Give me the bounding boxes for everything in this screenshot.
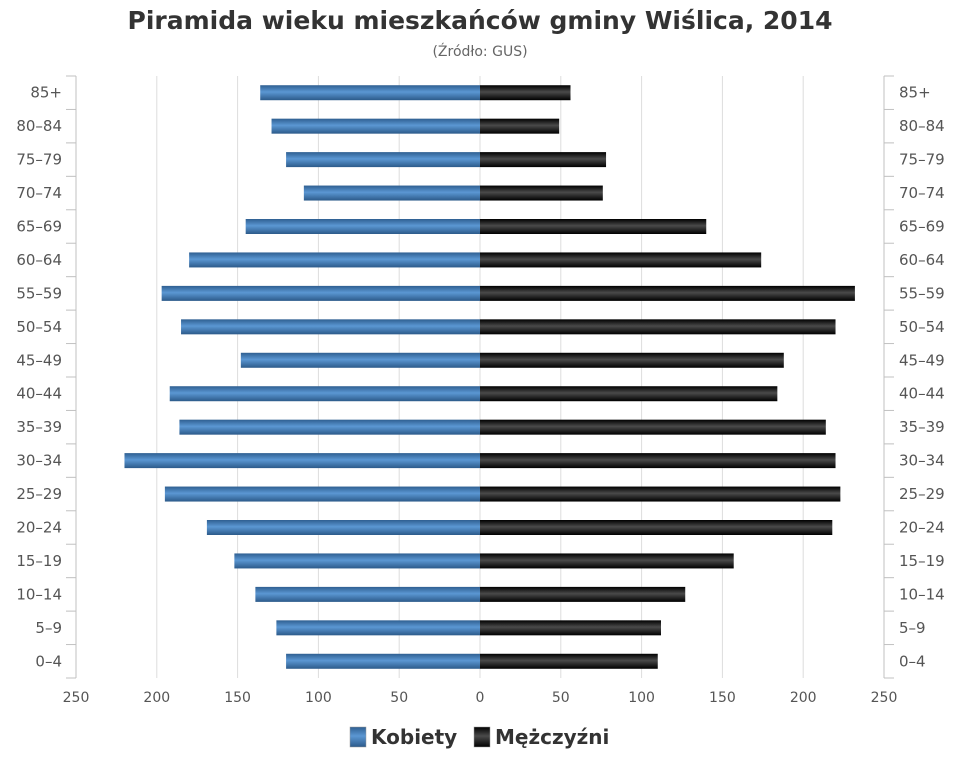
legend-item-mezczyzni[interactable]: Mężczyźni [473,725,609,749]
category-label-right: 40–44 [899,385,945,403]
bars [124,85,855,669]
category-label-left: 20–24 [16,519,62,537]
bar-mezczyzni [480,85,571,101]
category-label-left: 55–59 [16,284,62,302]
category-label-left: 15–19 [16,552,62,570]
category-label-right: 10–14 [899,585,945,603]
category-label-right: 85+ [899,84,931,102]
x-tick-label: 200 [143,690,170,706]
legend-swatch [473,726,491,748]
bar-mezczyzni [480,453,836,469]
bar-kobiety [240,352,480,368]
x-tick-label: 250 [871,690,898,706]
category-label-left: 45–49 [16,351,62,369]
bar-kobiety [179,419,480,435]
category-labels: 85+ 85+ 80–84 80–84 75–79 75–79 70–74 70–74 65–6… [16,84,944,671]
category-label-left: 60–64 [16,251,62,269]
bar-mezczyzni [480,486,841,502]
bar-kobiety [234,553,480,569]
bar-kobiety [161,285,480,301]
category-label-right: 50–54 [899,318,945,336]
bar-mezczyzni [480,586,686,602]
axes [66,75,894,679]
bar-mezczyzni [480,352,784,368]
category-label-left: 50–54 [16,318,62,336]
category-label-right: 20–24 [899,519,945,537]
category-label-right: 55–59 [899,284,945,302]
category-label-left: 5–9 [35,619,62,637]
bar-kobiety [181,319,481,335]
x-tick-label: 250 [63,690,90,706]
bar-kobiety [124,453,480,469]
chart-subtitle: (Źródło: GUS) [432,44,528,60]
bar-mezczyzni [480,118,560,134]
category-label-left: 35–39 [16,418,62,436]
bar-mezczyzni [480,419,826,435]
bar-kobiety [245,219,480,234]
category-label-right: 60–64 [899,251,945,269]
category-label-right: 80–84 [899,117,945,135]
bar-mezczyzni [480,386,778,402]
category-label-left: 25–29 [16,485,62,503]
legend[interactable]: Kobiety Mężczyźni [349,725,609,749]
bar-kobiety [206,520,480,535]
x-tick-label: 200 [790,690,817,706]
gridlines [156,76,804,678]
bar-mezczyzni [480,653,658,669]
bar-kobiety [189,252,480,268]
bar-mezczyzni [480,252,762,268]
category-label-right: 75–79 [899,151,945,169]
bar-mezczyzni [480,219,707,234]
category-label-left: 70–74 [16,184,62,202]
bar-kobiety [286,152,480,168]
category-label-right: 45–49 [899,351,945,369]
bar-mezczyzni [480,285,855,301]
category-label-left: 85+ [30,84,62,102]
x-tick-label: 150 [709,690,736,706]
bar-mezczyzni [480,319,836,335]
category-label-left: 40–44 [16,385,62,403]
x-tick-label: 50 [552,690,570,706]
x-tick-labels: 250 200 150 100 50 0 50 100 150 200 250 [63,690,898,706]
bar-kobiety [303,185,480,201]
legend-item-kobiety[interactable]: Kobiety [349,725,457,749]
category-label-right: 15–19 [899,552,945,570]
category-label-left: 75–79 [16,151,62,169]
category-label-left: 30–34 [16,452,62,470]
category-label-right: 30–34 [899,452,945,470]
bar-mezczyzni [480,553,734,569]
bar-mezczyzni [480,520,833,535]
category-label-left: 65–69 [16,218,62,236]
legend-swatch [349,726,367,748]
category-label-right: 0–4 [899,652,926,670]
bar-kobiety [286,653,480,669]
x-tick-label: 0 [476,690,485,706]
legend-label: Kobiety [371,725,457,749]
x-tick-label: 100 [305,690,332,706]
chart-title: Piramida wieku mieszkańców gminy Wiślica… [127,6,833,35]
bar-kobiety [260,85,480,101]
category-label-right: 65–69 [899,218,945,236]
category-label-left: 10–14 [16,585,62,603]
category-label-right: 25–29 [899,485,945,503]
category-label-left: 0–4 [35,652,62,670]
x-tick-label: 100 [628,690,655,706]
category-label-left: 80–84 [16,117,62,135]
bar-mezczyzni [480,185,603,201]
bar-kobiety [276,620,480,636]
x-tick-label: 150 [224,690,251,706]
category-label-right: 35–39 [899,418,945,436]
x-tick-label: 50 [390,690,408,706]
bar-kobiety [271,118,480,134]
bar-mezczyzni [480,620,661,636]
bar-mezczyzni [480,152,607,168]
bar-kobiety [169,386,480,402]
bar-kobiety [255,586,480,602]
category-label-right: 70–74 [899,184,945,202]
bar-kobiety [164,486,480,502]
legend-label: Mężczyźni [495,725,609,749]
category-label-right: 5–9 [899,619,926,637]
